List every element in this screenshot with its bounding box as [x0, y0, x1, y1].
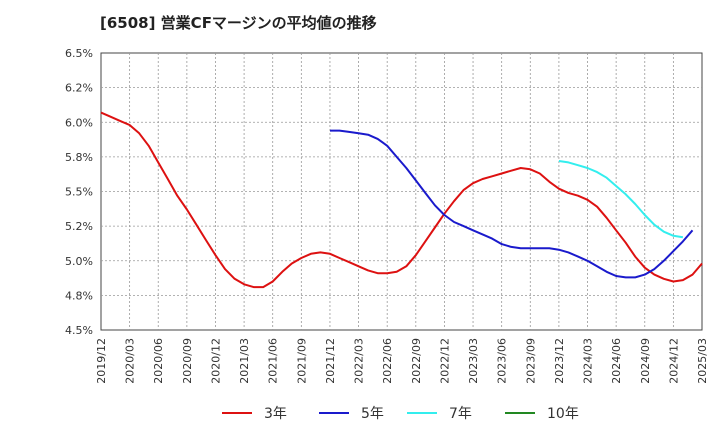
- series-line: [330, 129, 694, 279]
- x-axis-ticks: 2019/12 2020/03 2020/06 2020/09 2020/12 2021/…: [95, 338, 709, 384]
- x-tick-label: 2022/09: [410, 338, 423, 384]
- x-tick-label: 2023/12: [553, 338, 566, 384]
- y-tick-label: 5.5%: [65, 186, 93, 199]
- x-tick-label: 2024/03: [582, 338, 595, 384]
- x-tick-label: 2025/03: [696, 338, 709, 384]
- legend: 3年 5年 7年 10年: [222, 406, 579, 422]
- legend-label: 7年: [449, 406, 472, 422]
- x-tick-label: 2022/06: [381, 338, 394, 384]
- x-tick-label: 2020/03: [124, 338, 137, 384]
- x-tick-label: 2021/09: [295, 338, 308, 384]
- grid-lines: [101, 53, 702, 330]
- y-tick-label: 5.2%: [65, 220, 93, 233]
- x-tick-label: 2024/06: [610, 338, 623, 384]
- x-tick-label: 2020/12: [209, 338, 222, 384]
- y-axis-ticks: 6.5% 6.2% 6.0% 5.8% 5.5% 5.2% 5.0% 4.8% 4.5%: [65, 47, 93, 337]
- x-tick-label: 2020/06: [152, 338, 165, 384]
- legend-label: 10年: [547, 406, 579, 422]
- x-tick-label: 2024/09: [639, 338, 652, 384]
- x-tick-label: 2023/09: [524, 338, 537, 384]
- y-tick-label: 6.0%: [65, 116, 93, 129]
- x-tick-label: 2021/03: [238, 338, 251, 384]
- y-tick-label: 4.5%: [65, 324, 93, 337]
- x-tick-label: 2021/06: [267, 338, 280, 384]
- legend-label: 5年: [361, 406, 384, 422]
- series-line: [100, 111, 703, 289]
- x-tick-label: 2024/12: [667, 338, 680, 384]
- y-tick-label: 6.2%: [65, 82, 93, 95]
- y-tick-label: 5.0%: [65, 255, 93, 268]
- x-tick-label: 2020/09: [181, 338, 194, 384]
- legend-label: 3年: [264, 406, 287, 422]
- y-tick-label: 6.5%: [65, 47, 93, 60]
- x-tick-label: 2023/06: [496, 338, 509, 384]
- x-tick-label: 2019/12: [95, 338, 108, 384]
- y-tick-label: 4.8%: [65, 289, 93, 302]
- chart-title: [6508] 営業CFマージンの平均値の推移: [100, 14, 377, 32]
- series-line: [558, 160, 684, 239]
- x-tick-label: 2023/03: [467, 338, 480, 384]
- x-tick-label: 2022/03: [353, 338, 366, 384]
- y-tick-label: 5.8%: [65, 151, 93, 164]
- series-lines: [100, 111, 703, 289]
- x-tick-label: 2022/12: [438, 338, 451, 384]
- x-tick-label: 2021/12: [324, 338, 337, 384]
